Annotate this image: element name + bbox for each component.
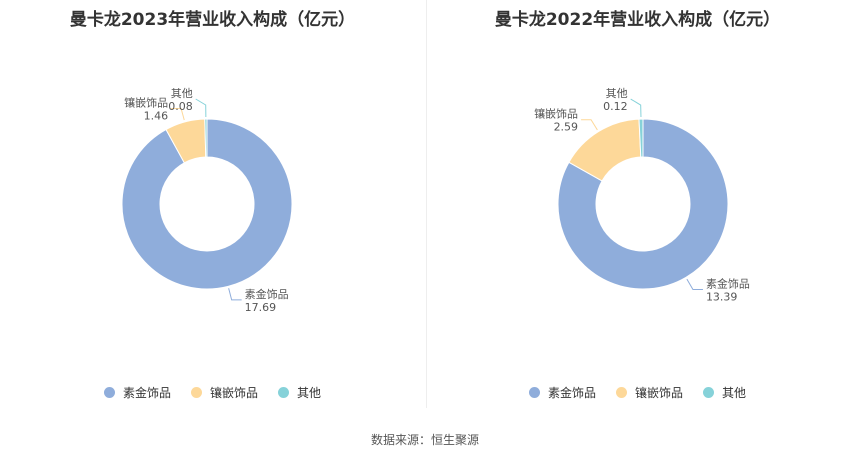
legend-label: 其他: [297, 386, 322, 400]
leader-line-other: [630, 98, 642, 118]
slice-plain-gold[interactable]: [121, 118, 293, 290]
slice-label-name-inlaid: 镶嵌饰品: [124, 95, 168, 109]
legend-dot-inlaid: [615, 387, 627, 398]
slice-label-value-plain-gold: 13.39: [706, 290, 738, 303]
legend-item-inlaid[interactable]: 镶嵌饰品: [190, 384, 258, 401]
legend-dot-other: [278, 387, 289, 398]
chart-panel-2022: 曼卡龙2022年营业收入构成（亿元） 素金饰品 13.39 镶嵌饰品 2.59 其他 0.…: [425, 0, 850, 420]
slice-other[interactable]: [204, 118, 208, 158]
legend-label: 素金饰品: [547, 386, 596, 400]
leader-line-inlaid: [581, 119, 598, 131]
legend-dot-inlaid: [190, 387, 202, 398]
slice-label-name-inlaid: 镶嵌饰品: [534, 107, 578, 121]
slice-label-name-plain-gold: 素金饰品: [706, 276, 750, 290]
slice-label-value-other: 0.08: [168, 100, 193, 113]
chart-panel-2023: 曼卡龙2023年营业收入构成（亿元） 素金饰品 17.69 镶嵌饰品 1.46 其他 0.…: [0, 0, 425, 420]
legend-dot-other: [703, 387, 714, 398]
panel-divider: [426, 0, 427, 408]
leader-line-inlaid: [171, 107, 185, 121]
legend-dot-plain-gold: [528, 387, 540, 398]
legend-2023: 素金饰品 镶嵌饰品 其他: [0, 384, 425, 401]
legend-label: 镶嵌饰品: [209, 386, 258, 400]
legend-label: 其他: [722, 386, 747, 400]
legend-label: 素金饰品: [122, 386, 171, 400]
slice-other[interactable]: [638, 118, 644, 158]
chart-title-2022: 曼卡龙2022年营业收入构成（亿元）: [494, 10, 781, 30]
slice-label-value-inlaid: 1.46: [144, 109, 169, 122]
data-source: 数据来源：恒生聚源: [370, 433, 479, 447]
legend-item-other[interactable]: 其他: [278, 384, 321, 401]
leader-line-plain-gold: [228, 288, 242, 301]
legend-label: 镶嵌饰品: [634, 386, 683, 400]
legend-item-plain-gold[interactable]: 素金饰品: [103, 384, 171, 401]
slice-label-name-other: 其他: [171, 87, 193, 100]
slice-label-value-inlaid: 2.59: [554, 121, 579, 134]
legend-dot-plain-gold: [103, 387, 115, 398]
legend-item-inlaid[interactable]: 镶嵌饰品: [615, 384, 683, 401]
slice-plain-gold[interactable]: [557, 118, 729, 290]
leader-line-plain-gold: [686, 278, 703, 290]
slice-label-value-plain-gold: 17.69: [245, 301, 277, 314]
legend-item-plain-gold[interactable]: 素金饰品: [528, 384, 596, 401]
slice-label-name-other: 其他: [606, 87, 628, 100]
slice-label-name-plain-gold: 素金饰品: [245, 287, 289, 301]
leader-line-other: [195, 98, 207, 118]
slice-label-value-other: 0.12: [603, 100, 628, 113]
legend-item-other[interactable]: 其他: [703, 384, 746, 401]
legend-2022: 素金饰品 镶嵌饰品 其他: [425, 384, 850, 401]
chart-title-2023: 曼卡龙2023年营业收入构成（亿元）: [69, 10, 356, 30]
